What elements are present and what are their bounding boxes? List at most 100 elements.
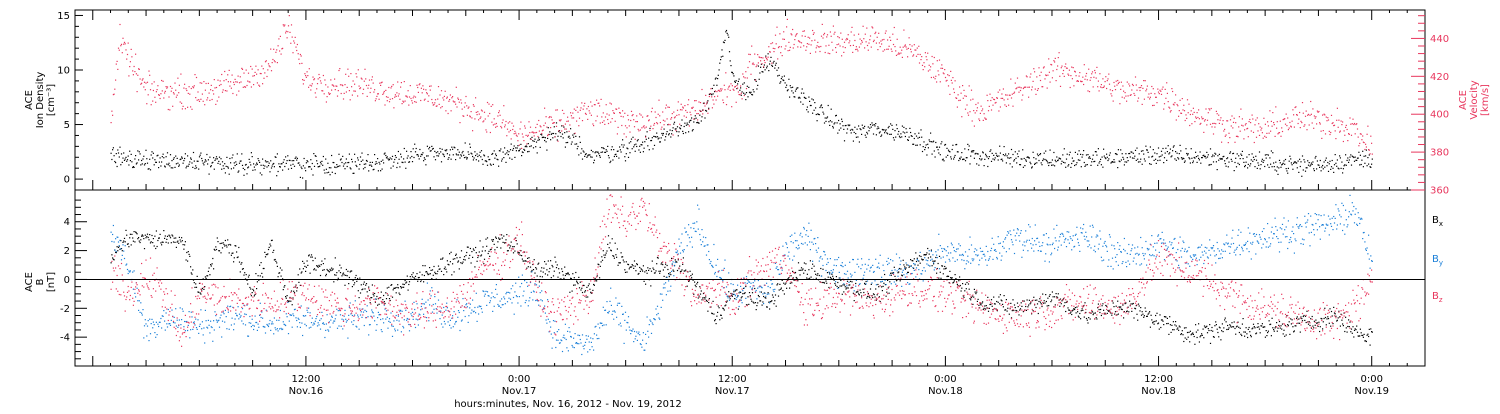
bx-point: [478, 251, 480, 253]
density-point: [353, 172, 355, 174]
density-point: [349, 167, 351, 169]
density-point: [815, 113, 817, 116]
velocity-point: [1192, 113, 1194, 115]
density-point: [1370, 166, 1372, 168]
bx-point: [384, 302, 386, 305]
density-point: [1275, 161, 1277, 163]
density-point: [755, 80, 757, 82]
bx-point: [141, 234, 143, 236]
velocity-point: [1063, 75, 1065, 77]
velocity-point: [1088, 68, 1090, 70]
density-point: [573, 133, 575, 135]
bx-point: [488, 250, 490, 252]
velocity-point: [1091, 73, 1093, 75]
velocity-point: [777, 58, 779, 60]
density-point: [1067, 165, 1069, 167]
velocity-point: [1200, 122, 1202, 124]
velocity-point: [862, 25, 864, 27]
density-point: [198, 168, 200, 170]
velocity-point: [237, 75, 239, 77]
density-point: [1344, 164, 1346, 166]
density-point: [154, 159, 156, 161]
density-point: [1206, 156, 1209, 158]
density-point: [475, 154, 477, 157]
bx-point: [677, 259, 679, 261]
bx-point: [1046, 305, 1048, 307]
velocity-point: [184, 83, 186, 85]
velocity-point: [1019, 86, 1021, 88]
velocity-point: [1155, 96, 1157, 98]
density-point: [462, 150, 464, 153]
velocity-point: [1039, 74, 1041, 77]
velocity-point: [953, 88, 955, 90]
velocity-point: [570, 112, 572, 114]
density-point: [988, 156, 990, 158]
density-point: [403, 147, 405, 150]
density-point: [869, 124, 872, 126]
density-point: [633, 144, 636, 146]
velocity-point: [283, 25, 285, 27]
density-point: [1211, 156, 1213, 158]
density-point: [939, 154, 941, 156]
velocity-point: [261, 65, 263, 67]
velocity-point: [1146, 85, 1148, 87]
velocity-point: [150, 104, 152, 106]
velocity-point: [1362, 141, 1364, 143]
velocity-point: [1290, 125, 1292, 127]
density-point: [850, 132, 852, 134]
velocity-point: [1284, 118, 1286, 120]
velocity-point: [1124, 92, 1126, 94]
density-point: [904, 132, 906, 134]
bx-point: [307, 264, 309, 266]
velocity-point: [456, 106, 458, 108]
velocity-point: [127, 42, 129, 44]
density-point: [1199, 151, 1201, 153]
density-point: [864, 134, 866, 136]
velocity-point: [1295, 106, 1297, 108]
velocity-point: [792, 47, 794, 49]
density-point: [246, 173, 248, 175]
bx-point: [391, 284, 393, 286]
velocity-point: [1331, 122, 1333, 125]
density-point: [370, 164, 372, 166]
bx-point: [458, 268, 460, 270]
velocity-point: [640, 114, 642, 116]
density-point: [506, 150, 509, 152]
bx-point: [218, 250, 220, 252]
bx-point: [710, 306, 712, 308]
velocity-point: [367, 87, 369, 89]
velocity-point: [769, 51, 771, 53]
velocity-point: [130, 48, 132, 50]
density-point: [417, 154, 419, 156]
density-point: [426, 145, 428, 147]
density-point: [460, 155, 463, 157]
bx-point: [903, 264, 905, 266]
velocity-point: [840, 32, 842, 34]
density-point: [429, 146, 431, 148]
velocity-point: [114, 88, 116, 90]
velocity-point: [221, 73, 223, 76]
density-point: [623, 144, 625, 146]
density-point: [900, 133, 902, 135]
density-point: [254, 169, 256, 171]
density-point: [898, 130, 900, 133]
bx-point: [1140, 314, 1143, 316]
bx-point: [1276, 322, 1278, 324]
density-point: [437, 151, 439, 153]
bx-point: [1013, 304, 1016, 306]
velocity-point: [186, 89, 188, 92]
velocity-point: [574, 132, 576, 134]
bx-point: [1218, 326, 1220, 328]
bx-point: [593, 283, 595, 286]
bx-point: [360, 284, 362, 286]
density-point: [1043, 152, 1045, 154]
bx-point: [479, 240, 481, 242]
bx-point: [1120, 306, 1122, 308]
velocity-point: [278, 38, 280, 40]
bx-point: [822, 268, 824, 270]
velocity-point: [1028, 96, 1030, 98]
velocity-point: [334, 78, 336, 80]
velocity-point: [269, 66, 271, 68]
velocity-point: [1016, 87, 1018, 89]
bx-point: [1292, 326, 1294, 328]
